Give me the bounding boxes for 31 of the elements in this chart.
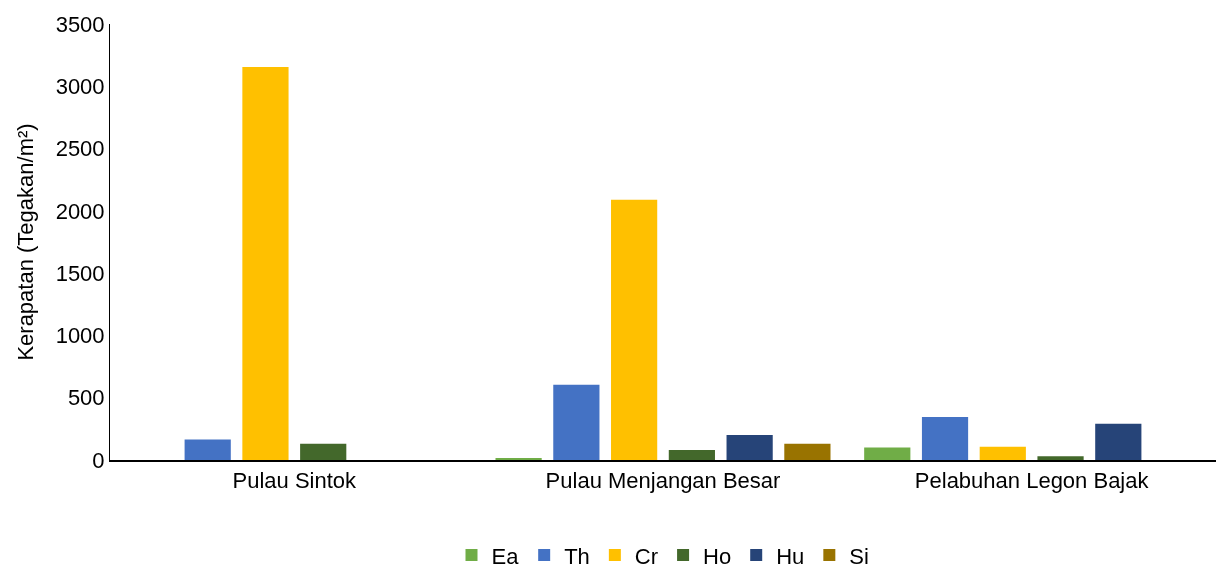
bar <box>979 446 1026 460</box>
bar <box>784 443 831 460</box>
legend-label: Ho <box>703 543 732 569</box>
legend-label: Th <box>564 543 590 569</box>
y-tick-label: 2000 <box>55 198 105 224</box>
bar <box>300 443 347 460</box>
bar <box>184 439 231 460</box>
x-tick-label: Pelabuhan Legon Bajak <box>914 468 1150 494</box>
bar <box>242 66 289 460</box>
y-tick-label: 3500 <box>55 11 105 37</box>
bar <box>726 435 773 460</box>
y-tick-label: 1000 <box>55 323 105 349</box>
bar <box>864 447 911 460</box>
bar <box>668 450 715 460</box>
legend-label: Si <box>849 543 869 569</box>
legend-label: Cr <box>634 543 659 569</box>
bar <box>921 417 969 460</box>
y-axis-title: Kerapatan (Tegakan/m²) <box>13 123 39 361</box>
y-tick-label: 500 <box>67 385 105 411</box>
x-tick-label: Pulau Sintok <box>232 468 358 494</box>
y-tick-label: 0 <box>92 447 105 473</box>
y-tick-label: 3000 <box>55 73 105 99</box>
legend-label: Hu <box>776 543 805 569</box>
bar <box>611 199 658 460</box>
x-tick-label: Pulau Menjangan Besar <box>545 468 781 494</box>
y-tick-label: 2500 <box>55 136 105 162</box>
bar <box>553 384 600 460</box>
legend-label: Ea <box>491 543 520 569</box>
bar <box>1095 423 1142 460</box>
y-tick-label: 1500 <box>55 260 105 286</box>
bar <box>1037 456 1084 460</box>
